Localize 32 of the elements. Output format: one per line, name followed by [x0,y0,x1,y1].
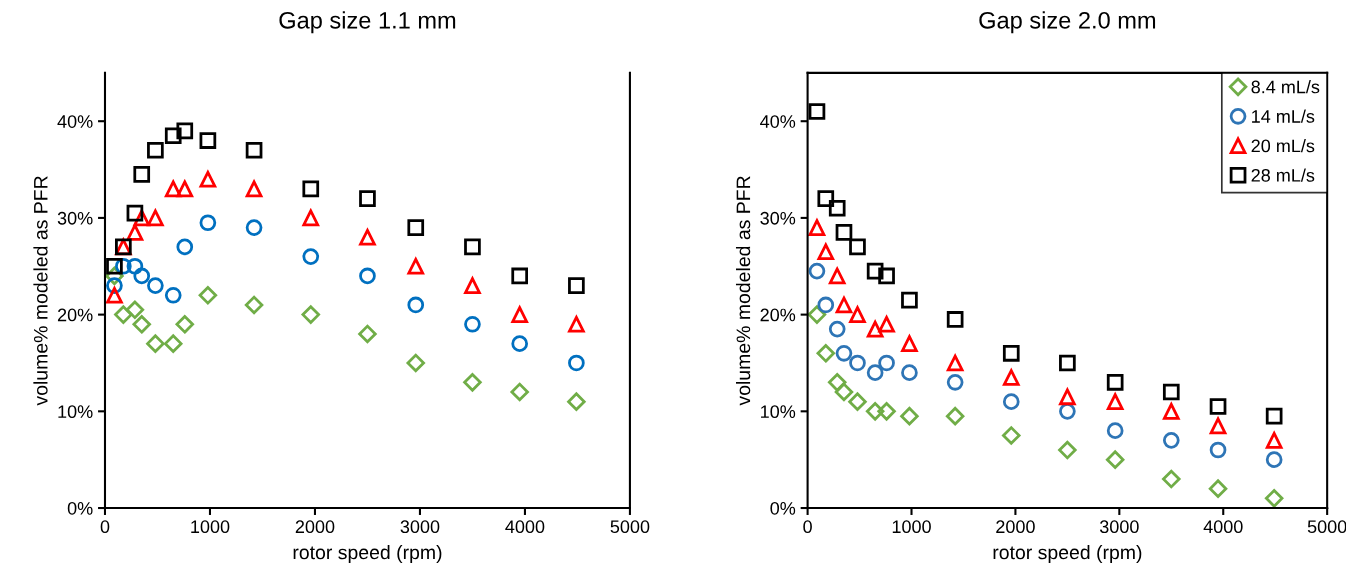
y-tick-label: 10% [761,405,796,419]
x-tick-label: 0 [803,520,812,534]
x-tick-label: 0 [100,520,110,534]
y-tick-label: 40% [57,115,93,128]
y-tick-label: 10% [58,405,93,419]
chart-title: Gap size 1.1 mm [279,11,456,34]
x-tick-label: 1000 [892,520,931,534]
y-axis-title: volume% modeled as PFR [735,176,751,406]
legend-label: 14 mL/s [1252,109,1315,123]
x-tick-label: 2000 [295,520,335,534]
x-tick-label: 2000 [996,520,1035,534]
y-tick-label: 30% [57,211,93,225]
y-axis-title: volume% modeled as PFR [33,176,48,406]
x-axis-title: rotor speed (rpm) [993,545,1142,564]
x-tick-label: 1000 [191,520,230,534]
x-axis-title: rotor speed (rpm) [293,545,442,564]
y-tick-label: 30% [760,211,796,225]
x-tick-label: 5000 [610,520,650,534]
x-tick-label: 5000 [1307,520,1346,534]
y-tick-label: 40% [760,115,796,128]
y-tick-label: 20% [57,308,93,322]
chart-title: Gap size 2.0 mm [979,11,1156,34]
y-tick-label: 0% [770,501,796,515]
legend-label: 8.4 mL/s [1251,80,1320,94]
x-tick-label: 4000 [1203,520,1243,534]
x-tick-label: 3000 [400,520,440,534]
y-tick-label: 20% [760,308,796,322]
legend-label: 28 mL/s [1251,168,1315,182]
y-tick-label: 0% [67,501,93,515]
x-tick-label: 3000 [1099,520,1139,534]
x-tick-label: 4000 [505,520,545,534]
legend-label: 20 mL/s [1251,139,1315,153]
